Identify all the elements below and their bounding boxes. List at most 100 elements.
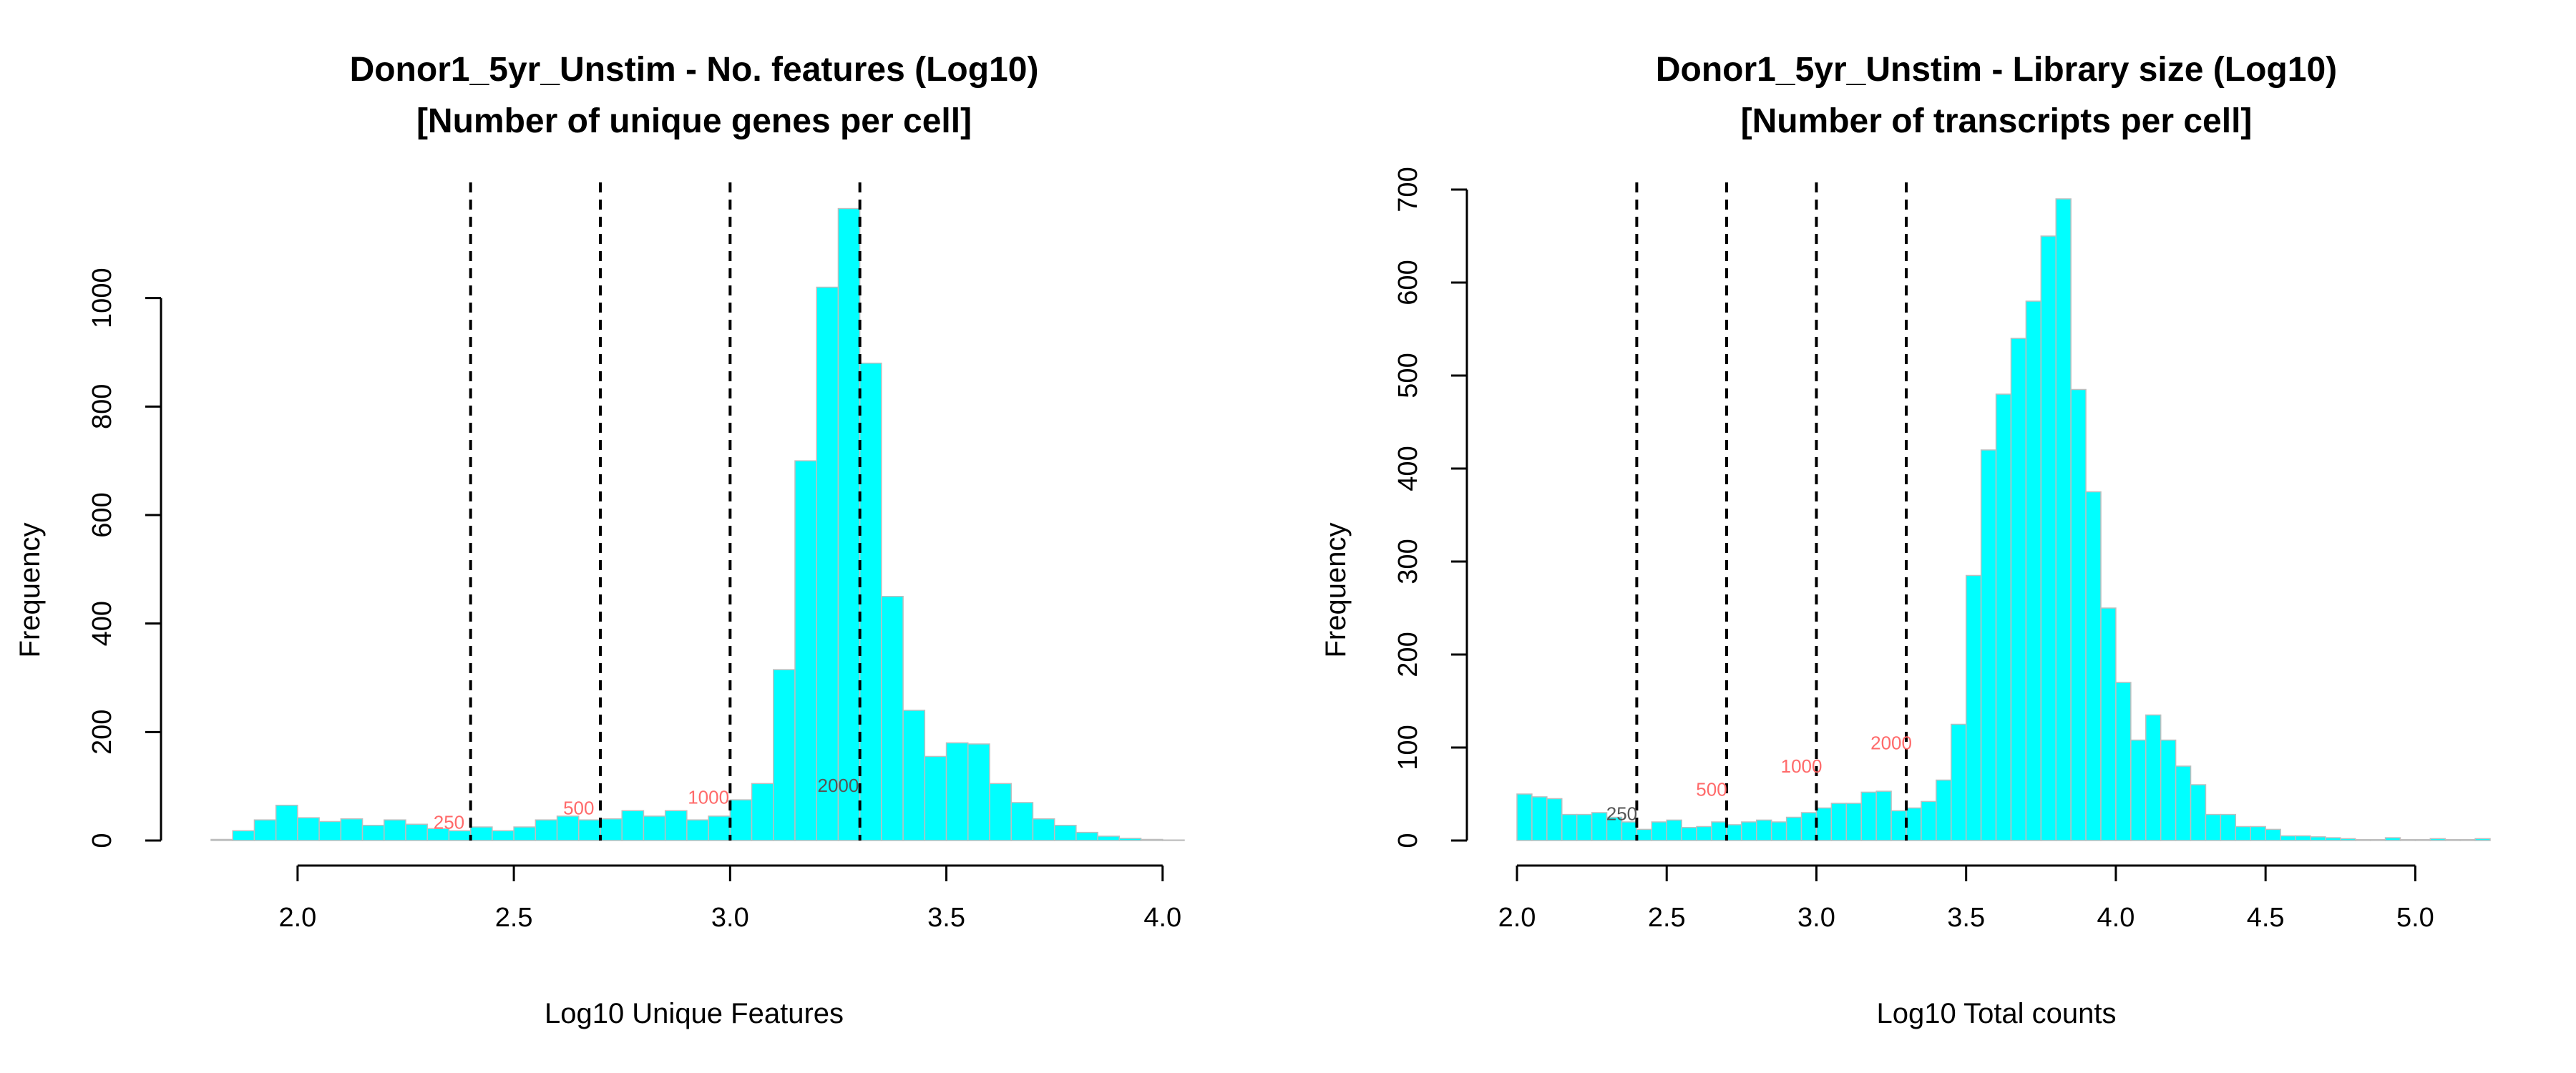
histogram-bar	[1010, 802, 1034, 841]
histogram-bar	[2100, 607, 2117, 841]
histogram-bar	[621, 810, 645, 841]
y-axis-label: Frequency	[14, 523, 46, 658]
histogram-bar	[2265, 828, 2281, 841]
histogram-bar	[1800, 812, 1818, 841]
histogram-bar	[1097, 836, 1121, 841]
y-tick-label: 0	[87, 833, 117, 848]
x-tick-label: 3.5	[1947, 903, 1985, 933]
histogram-bar	[232, 830, 255, 841]
histogram-bar	[1516, 793, 1533, 841]
y-axis-label: Frequency	[1320, 523, 1352, 658]
histogram-bar	[2025, 300, 2042, 841]
histogram-bar	[1636, 828, 1653, 841]
histogram-bar	[1756, 819, 1772, 841]
histogram-bar	[1591, 812, 1608, 841]
histogram-bar	[1951, 723, 1967, 841]
y-tick-label: 600	[1393, 260, 1423, 305]
histogram-bar	[2340, 838, 2356, 841]
histogram-bar	[2310, 836, 2326, 841]
histogram-bar	[1666, 819, 1682, 841]
histogram-bar	[1815, 807, 1833, 841]
histogram-bar	[729, 799, 753, 841]
threshold-annotation: 2000	[1870, 733, 1912, 754]
x-tick-label: 3.5	[927, 903, 965, 933]
y-tick-label: 800	[87, 384, 117, 429]
histogram-bar	[2354, 838, 2371, 841]
histogram-bar	[405, 823, 428, 841]
features-histogram-panel: Donor1_5yr_Unstim - No. features (Log10)…	[14, 51, 1185, 1029]
threshold-annotation: 1000	[688, 786, 729, 808]
histogram-bar	[1561, 813, 1578, 841]
histogram-bar	[686, 819, 709, 841]
histogram-bar	[1546, 798, 1563, 841]
histogram-bar	[2040, 235, 2057, 841]
histogram-bar	[1621, 821, 1638, 841]
histogram-bar	[816, 286, 839, 841]
histogram-bar	[2205, 813, 2222, 841]
threshold-annotation: 500	[1696, 779, 1727, 800]
histogram-bar	[1890, 810, 1907, 841]
histogram-bar	[384, 819, 406, 841]
histogram-bar	[1053, 825, 1077, 841]
histogram-bar	[2384, 837, 2401, 841]
histogram-bar	[1576, 813, 1593, 841]
histogram-bar	[1965, 574, 1982, 841]
histogram-bar	[773, 669, 796, 841]
histogram-bar	[1785, 816, 1802, 841]
threshold-annotation: 1000	[1781, 755, 1823, 777]
y-tick-label: 200	[87, 710, 117, 755]
histogram-bar	[2414, 838, 2431, 841]
histogram-bar	[1830, 803, 1848, 841]
y-tick-label: 100	[1393, 725, 1423, 770]
histogram-bar	[1906, 807, 1922, 841]
histogram-bar	[2235, 825, 2251, 841]
histogram-bar	[2399, 838, 2416, 841]
histogram-bar	[945, 742, 969, 841]
y-tick-label: 400	[87, 601, 117, 646]
chart-title: Donor1_5yr_Unstim - Library size (Log10)	[1656, 51, 2337, 89]
histogram-bar	[492, 830, 514, 841]
histogram-bar	[2070, 388, 2087, 841]
histogram-bar	[318, 820, 342, 841]
y-tick-label: 300	[1393, 539, 1423, 584]
x-tick-label: 2.0	[1498, 903, 1536, 933]
y-tick-label: 500	[1393, 353, 1423, 398]
histogram-bar	[2190, 784, 2207, 841]
histogram-bar	[1711, 821, 1727, 841]
threshold-annotation: 2000	[818, 775, 859, 796]
histogram-bar	[340, 818, 364, 841]
histogram-bar	[535, 819, 558, 841]
histogram-bar	[1726, 824, 1742, 841]
histogram-bar	[1075, 831, 1098, 841]
histogram-bar	[1531, 796, 1548, 841]
y-tick-label: 0	[1393, 833, 1423, 848]
x-axis-label: Log10 Total counts	[1876, 998, 2116, 1029]
histogram-bar	[2175, 765, 2192, 841]
histogram-bar	[578, 819, 601, 841]
chart-subtitle: [Number of transcripts per cell]	[1741, 102, 2253, 140]
histogram-bar	[2220, 813, 2237, 841]
chart-subtitle: [Number of unique genes per cell]	[416, 102, 972, 140]
histogram-bar	[513, 826, 537, 841]
histogram-bar	[2459, 838, 2476, 841]
x-tick-label: 2.0	[278, 903, 316, 933]
histogram-bar	[556, 815, 580, 841]
histogram-bar	[2085, 491, 2102, 841]
histogram-bar	[2280, 835, 2296, 841]
histogram-bar	[2474, 838, 2491, 841]
histogram-bar	[708, 815, 731, 841]
histogram-bar	[1845, 803, 1862, 841]
histogram-bar	[1980, 449, 1997, 841]
histogram-bar	[2160, 739, 2177, 841]
x-tick-label: 4.5	[2247, 903, 2285, 933]
histogram-bar	[2444, 838, 2461, 841]
histogram-bar	[1696, 825, 1712, 841]
histogram-bar	[2429, 838, 2446, 841]
y-tick-label: 1000	[87, 268, 117, 328]
plot-area: 250 500 1000 2000 2.0 2.5 3.0 3.5 4.0 4.5 5.0 0 100 2…	[1393, 167, 2491, 933]
y-tick-label: 600	[87, 492, 117, 537]
histogram-bar	[2010, 338, 2027, 841]
histogram-bar	[297, 817, 320, 841]
histogram-bar	[1921, 800, 1937, 841]
